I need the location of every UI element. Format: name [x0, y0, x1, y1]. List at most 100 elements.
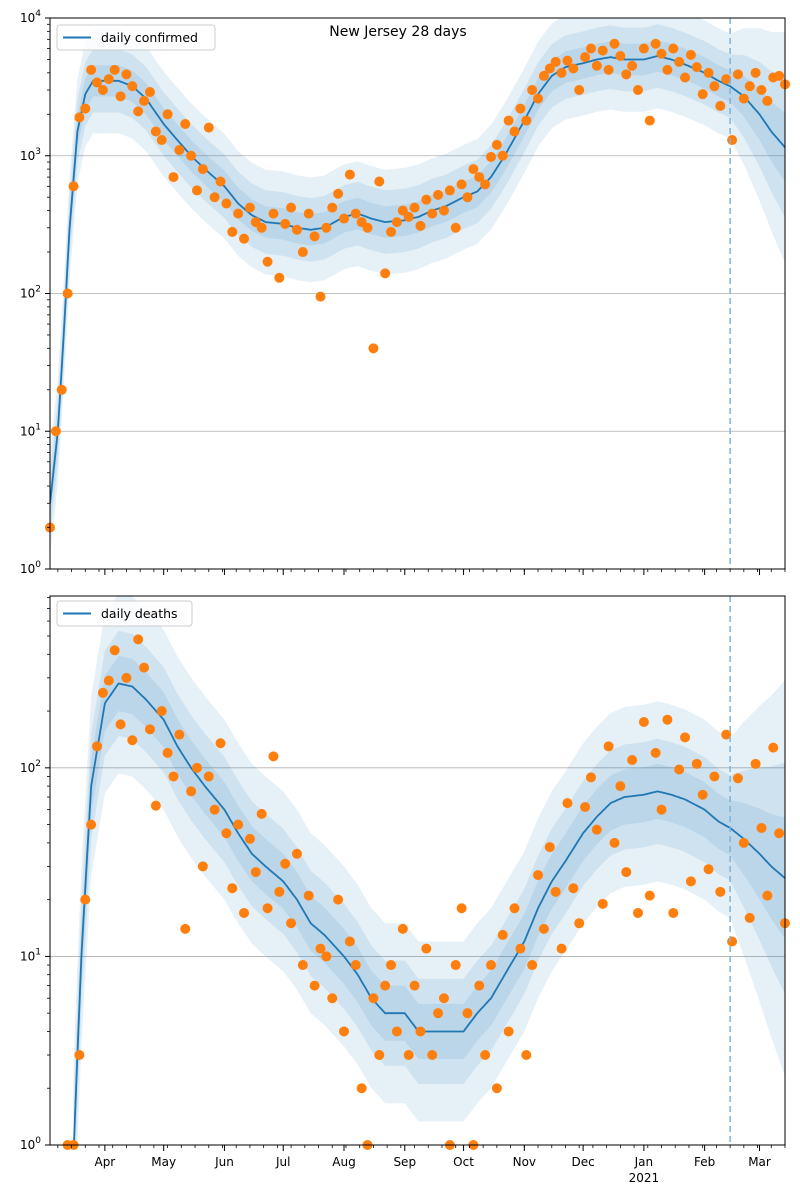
observed-point — [356, 1083, 367, 1094]
observed-point — [397, 205, 408, 216]
observed-point — [521, 1050, 532, 1061]
observed-point — [474, 980, 485, 991]
observed-point — [427, 208, 438, 219]
observed-point — [174, 145, 185, 156]
y-tick-label: 101 — [20, 947, 41, 963]
observed-point — [209, 804, 220, 815]
confirmed-panel: 100 101 102 103 104 — [20, 9, 790, 576]
observed-point — [174, 729, 185, 740]
observed-point — [303, 208, 314, 219]
observed-point — [86, 64, 97, 75]
observed-point — [491, 1083, 502, 1094]
y-tick-label: 100 — [20, 1136, 41, 1152]
observed-point — [215, 738, 226, 749]
observed-point — [250, 867, 261, 878]
observed-point — [150, 126, 161, 137]
observed-point — [168, 771, 179, 782]
x-tick-label: Jun — [214, 1155, 234, 1169]
observed-point — [92, 741, 103, 752]
observed-point — [568, 883, 579, 894]
observed-point — [280, 858, 291, 869]
observed-point — [197, 861, 208, 872]
observed-point — [438, 993, 449, 1004]
x-tick-label: Oct — [453, 1155, 474, 1169]
observed-point — [321, 951, 332, 962]
observed-point — [244, 833, 255, 844]
uncertainty-band — [73, 630, 785, 1145]
observed-point — [715, 100, 726, 111]
observed-point — [762, 890, 773, 901]
legend-label: daily confirmed — [101, 30, 198, 45]
observed-point — [68, 181, 79, 192]
observed-point — [239, 233, 250, 244]
observed-point — [703, 67, 714, 78]
observed-point — [774, 70, 785, 81]
observed-point — [203, 771, 214, 782]
observed-point — [86, 819, 97, 830]
observed-point — [709, 771, 720, 782]
observed-point — [727, 936, 738, 947]
observed-point — [233, 208, 244, 219]
observed-point — [727, 135, 738, 146]
observed-point — [568, 63, 579, 74]
observed-point — [697, 89, 708, 100]
observed-point — [533, 870, 544, 881]
observed-point — [97, 85, 108, 96]
y-tick-label: 102 — [20, 759, 41, 775]
observed-point — [403, 1050, 414, 1061]
x-tick-label: Mar — [748, 1155, 771, 1169]
observed-point — [685, 876, 696, 887]
observed-point — [721, 729, 732, 740]
x-tick-label: May — [151, 1155, 176, 1169]
observed-point — [756, 85, 767, 96]
observed-point — [97, 687, 108, 698]
observed-point — [103, 74, 114, 85]
median-line — [72, 682, 785, 1145]
observed-point — [227, 883, 238, 894]
observed-point — [562, 55, 573, 66]
observed-point — [121, 672, 132, 683]
observed-point — [280, 218, 291, 229]
observed-point — [633, 85, 643, 96]
observed-point — [286, 202, 297, 213]
observed-point — [721, 74, 732, 85]
observed-point — [262, 903, 273, 914]
observed-point — [274, 886, 285, 897]
observed-point — [115, 91, 126, 102]
observed-point — [674, 56, 685, 67]
observed-point — [409, 980, 420, 991]
observed-point — [268, 751, 279, 762]
observed-point — [327, 993, 338, 1004]
observed-point — [538, 923, 549, 934]
observed-point — [732, 69, 743, 80]
plot-area — [72, 596, 785, 1145]
observed-point — [215, 176, 226, 187]
observed-point — [603, 741, 614, 752]
observed-point — [515, 943, 526, 954]
observed-point — [315, 943, 326, 954]
observed-point — [391, 1026, 402, 1037]
observed-point — [327, 202, 338, 213]
observed-point — [462, 192, 473, 203]
observed-point — [433, 1008, 444, 1019]
observed-point — [409, 202, 420, 213]
observed-point — [585, 772, 596, 783]
observed-point — [574, 85, 585, 96]
observed-point — [127, 81, 138, 92]
observed-point — [750, 67, 761, 78]
observed-point — [703, 864, 714, 875]
observed-point — [415, 1026, 426, 1037]
observed-point — [268, 208, 279, 219]
observed-point — [144, 724, 155, 735]
observed-point — [180, 923, 191, 934]
observed-point — [609, 837, 620, 848]
observed-point — [627, 60, 638, 71]
observed-point — [768, 742, 779, 753]
observed-point — [227, 226, 238, 237]
x-tick-label: Aug — [332, 1155, 355, 1169]
observed-point — [303, 890, 314, 901]
observed-point — [321, 222, 332, 233]
observed-point — [368, 993, 379, 1004]
observed-point — [80, 894, 91, 905]
observed-point — [233, 819, 244, 830]
